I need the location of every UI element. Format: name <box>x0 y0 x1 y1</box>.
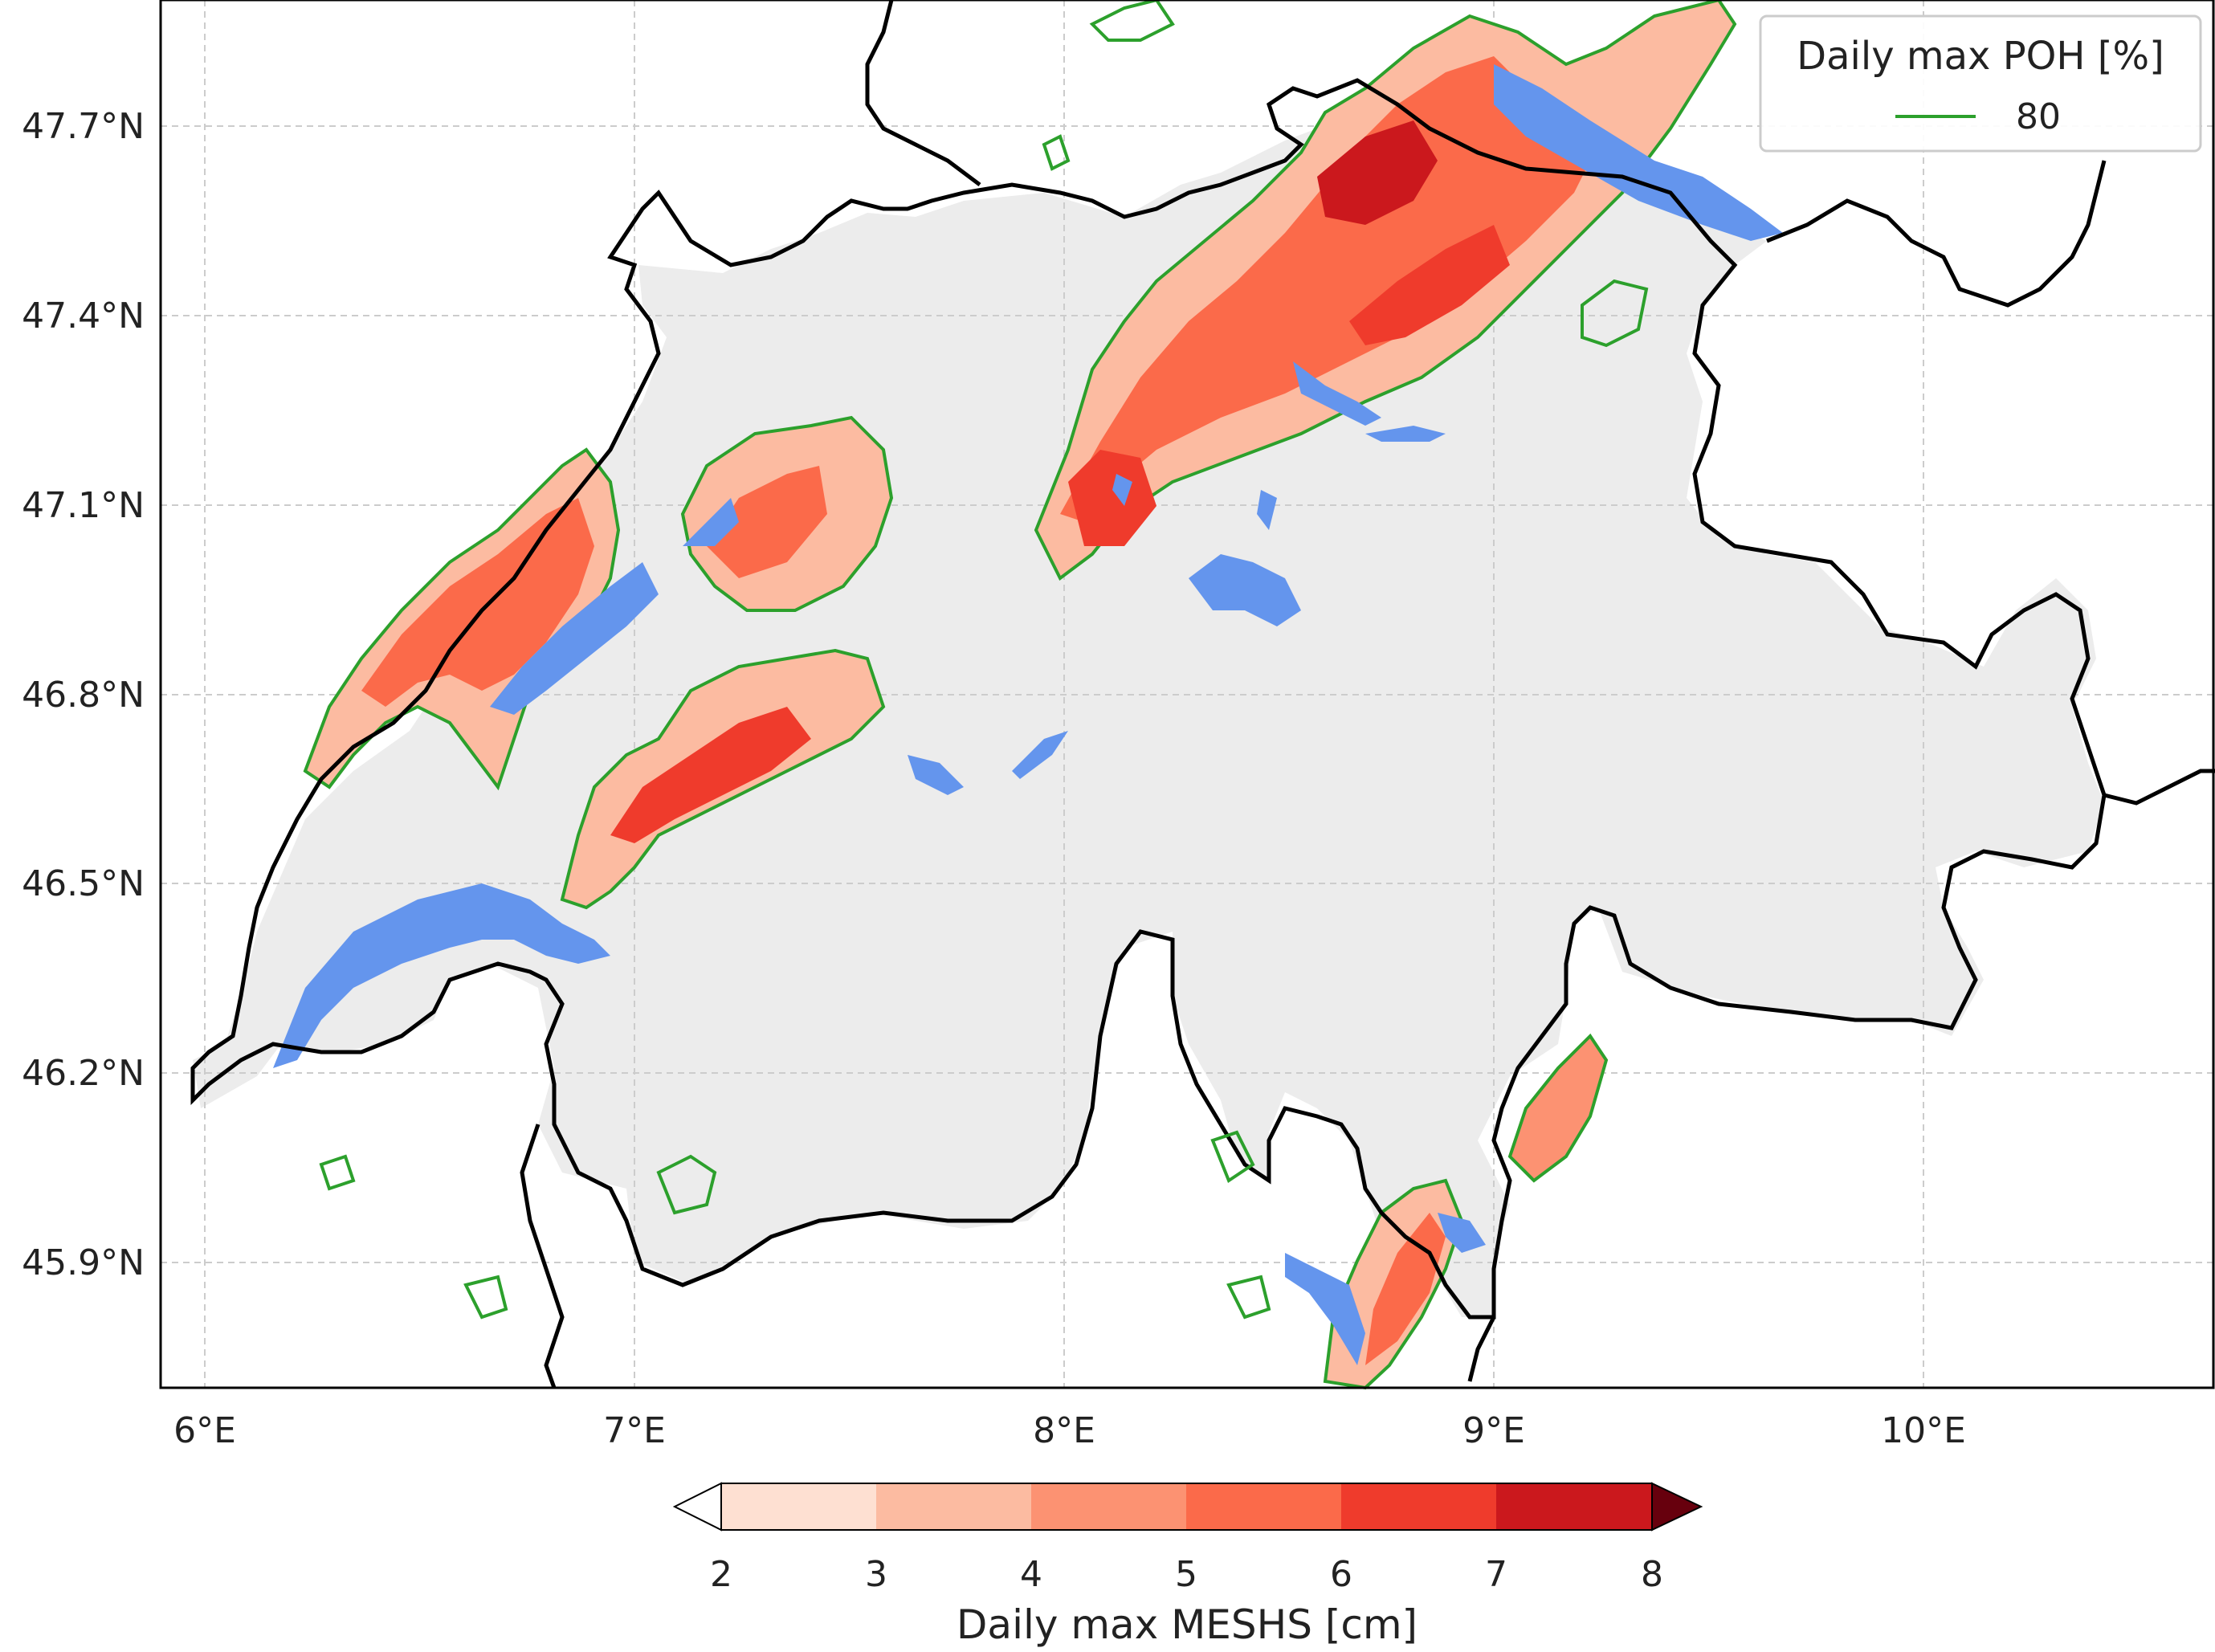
colorbar-tick-label: 7 <box>1485 1554 1507 1595</box>
meshs-swath-central-core <box>610 707 811 843</box>
border-france-italy <box>520 1124 565 1389</box>
lake-constance <box>1494 64 1783 241</box>
lat-tick-label: 47.4°N <box>22 296 145 337</box>
colorbar-tick-label: 2 <box>710 1554 732 1595</box>
lat-tick-label: 46.2°N <box>22 1053 145 1094</box>
meshs-swath-northeast-peak2 <box>1349 225 1510 345</box>
swiss-border <box>190 78 2107 1320</box>
colorbar-outline <box>720 1483 1653 1531</box>
lon-tick-label: 7°E <box>603 1410 666 1451</box>
legend-entry-label: 80 <box>2016 96 2061 137</box>
lake-zug <box>1257 490 1277 530</box>
colorbar-tick-label: 6 <box>1330 1554 1352 1595</box>
latitude-ticks: 47.7°N 47.4°N 47.1°N 46.8°N 46.5°N 46.2°… <box>22 106 145 1283</box>
colorbar-extend-high <box>1651 1482 1703 1532</box>
lon-tick-label: 9°E <box>1462 1410 1525 1451</box>
colorbar-tick-label: 5 <box>1175 1554 1197 1595</box>
lat-tick-label: 46.8°N <box>22 675 145 716</box>
lake-maggiore <box>1285 1253 1365 1365</box>
meshs-swath-east-ticino <box>1507 1033 1609 1183</box>
switzerland-terrain <box>193 120 2104 1317</box>
poh-contours-small <box>319 0 1649 1320</box>
meshs-swath-west-core <box>361 498 594 707</box>
lat-tick-label: 45.9°N <box>22 1242 145 1283</box>
legend-title: Daily max POH [%] <box>1797 34 2164 79</box>
meshs-swath-northeast-core <box>1060 56 1598 522</box>
longitude-ticks: 6°E 7°E 8°E 9°E 10°E <box>173 1410 1966 1451</box>
colorbar-segment <box>1341 1483 1496 1530</box>
lake-neuchatel <box>490 562 659 715</box>
colorbar-tick-label: 3 <box>865 1554 887 1595</box>
lat-tick-label: 47.7°N <box>22 106 145 147</box>
lon-tick-label: 6°E <box>173 1410 236 1451</box>
lake-thun <box>908 755 964 795</box>
lake-walen <box>1365 426 1446 442</box>
border-italy-ticino <box>1467 1315 1496 1382</box>
meshs-swath-north-core <box>707 466 827 578</box>
lake-zurich <box>1293 361 1381 426</box>
lon-tick-label: 10°E <box>1881 1410 1966 1451</box>
colorbar-label: Daily max MESHS [cm] <box>957 1601 1418 1648</box>
lake-lugano <box>1438 1213 1486 1253</box>
lake-brienz <box>1012 731 1068 779</box>
lake-sempach <box>1112 474 1132 506</box>
meshs-swath-northeast-peak3 <box>1068 450 1156 546</box>
legend-box <box>1759 14 2202 153</box>
colorbar-tick-label: 4 <box>1020 1554 1042 1595</box>
legend: Daily max POH [%] 80 <box>1759 14 2202 153</box>
colorbar-segment <box>1496 1483 1652 1530</box>
lakes <box>273 64 1783 1365</box>
colorbar-extend-low <box>672 1482 722 1532</box>
lake-geneva <box>273 883 610 1068</box>
colorbar: 2 3 4 5 6 7 8 Daily max MESHS [cm] <box>672 1482 1703 1648</box>
border-germany-austria <box>1766 160 2107 308</box>
lake-lucerne <box>1189 554 1301 626</box>
colorbar-tick-label: 8 <box>1641 1554 1663 1595</box>
lat-tick-label: 47.1°N <box>22 485 145 526</box>
meshs-swath-northeast-peak <box>1317 120 1438 225</box>
colorbar-segment <box>1031 1483 1186 1530</box>
neighbour-borders <box>520 0 2215 1389</box>
colorbar-segment <box>1186 1483 1341 1530</box>
axes-frame <box>159 0 2215 1389</box>
border-austria-italy <box>2103 769 2215 806</box>
lake-biel <box>683 498 739 546</box>
lat-tick-label: 46.5°N <box>22 863 145 904</box>
colorbar-segment <box>721 1483 876 1530</box>
colorbar-segment <box>876 1483 1031 1530</box>
lon-tick-label: 8°E <box>1033 1410 1095 1451</box>
border-france-germany <box>865 0 981 186</box>
